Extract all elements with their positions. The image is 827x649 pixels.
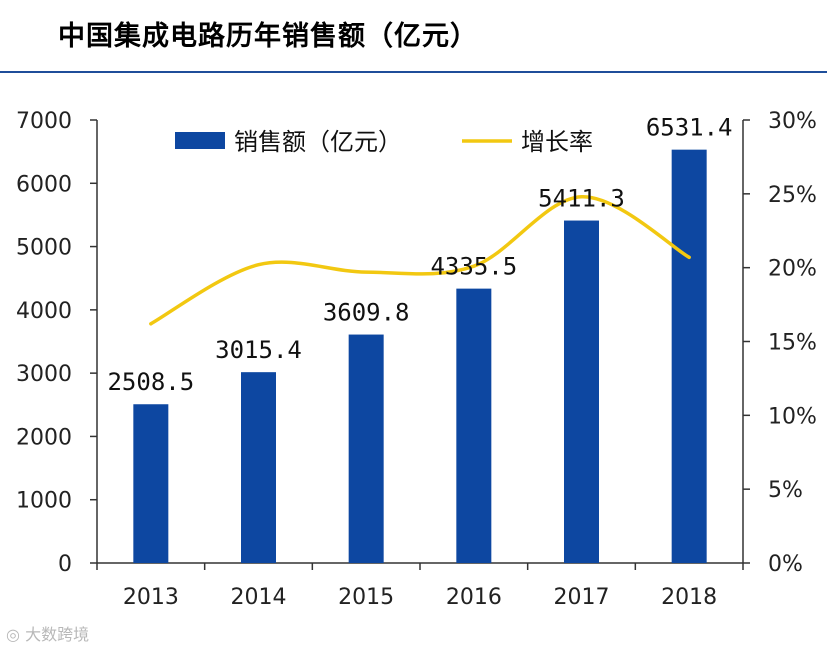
legend-bar-swatch xyxy=(175,132,225,149)
x-tick-label: 2014 xyxy=(231,585,287,610)
y-right-tick-label: 10% xyxy=(768,404,817,429)
bar-2018 xyxy=(671,149,707,563)
bar-value-label: 2508.5 xyxy=(107,368,194,396)
watermark-text: 大数跨境 xyxy=(25,625,90,644)
bar-value-label: 4335.5 xyxy=(430,253,517,281)
title-divider xyxy=(0,71,827,73)
bar-value-label: 3015.4 xyxy=(215,336,302,364)
chart-title: 中国集成电路历年销售额（亿元） xyxy=(58,21,478,52)
y-right-tick-label: 5% xyxy=(768,478,803,503)
bar-2016 xyxy=(456,288,492,563)
y-left-tick-label: 7000 xyxy=(16,109,72,134)
growth-rate-line xyxy=(149,195,691,326)
x-tick-label: 2016 xyxy=(446,585,502,610)
y-left-tick-label: 3000 xyxy=(16,362,72,387)
x-tick-label: 2017 xyxy=(554,585,610,610)
y-right-tick-label: 30% xyxy=(768,109,817,134)
y-right-tick-label: 25% xyxy=(768,183,817,208)
bar-2013 xyxy=(133,404,169,563)
bar-2017 xyxy=(564,220,599,564)
x-tick-label: 2015 xyxy=(338,585,394,610)
bar-value-label: 3609.8 xyxy=(323,299,410,327)
y-left-tick-label: 5000 xyxy=(16,236,72,261)
bar-2014 xyxy=(241,372,276,563)
y-right-tick-label: 15% xyxy=(768,331,817,356)
watermark-icon: ◎ xyxy=(6,625,20,644)
legend-line-label: 增长率 xyxy=(521,128,593,156)
watermark-logo: ◎ 大数跨境 xyxy=(6,621,89,645)
bar-value-label: 6531.4 xyxy=(646,114,733,142)
bar-value-label: 5411.3 xyxy=(538,185,625,213)
y-left-tick-label: 1000 xyxy=(16,489,72,514)
y-right-tick-label: 0% xyxy=(768,552,803,577)
y-left-tick-label: 6000 xyxy=(16,172,72,197)
x-tick-label: 2013 xyxy=(123,585,179,610)
y-left-tick-label: 4000 xyxy=(16,299,72,324)
y-left-tick-label: 2000 xyxy=(16,425,72,450)
y-right-tick-label: 20% xyxy=(768,257,817,282)
legend-bar-label: 销售额（亿元） xyxy=(234,128,402,156)
x-tick-label: 2018 xyxy=(661,585,717,610)
y-left-tick-label: 0 xyxy=(58,552,72,577)
bar-2015 xyxy=(348,334,384,563)
